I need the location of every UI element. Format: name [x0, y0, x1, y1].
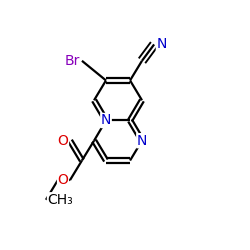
- Text: N: N: [156, 38, 167, 52]
- Text: Br: Br: [65, 54, 80, 68]
- Text: N: N: [137, 134, 147, 148]
- Text: CH₃: CH₃: [48, 193, 73, 207]
- Text: O: O: [58, 173, 68, 187]
- Text: N: N: [101, 114, 111, 128]
- Text: O: O: [58, 134, 68, 148]
